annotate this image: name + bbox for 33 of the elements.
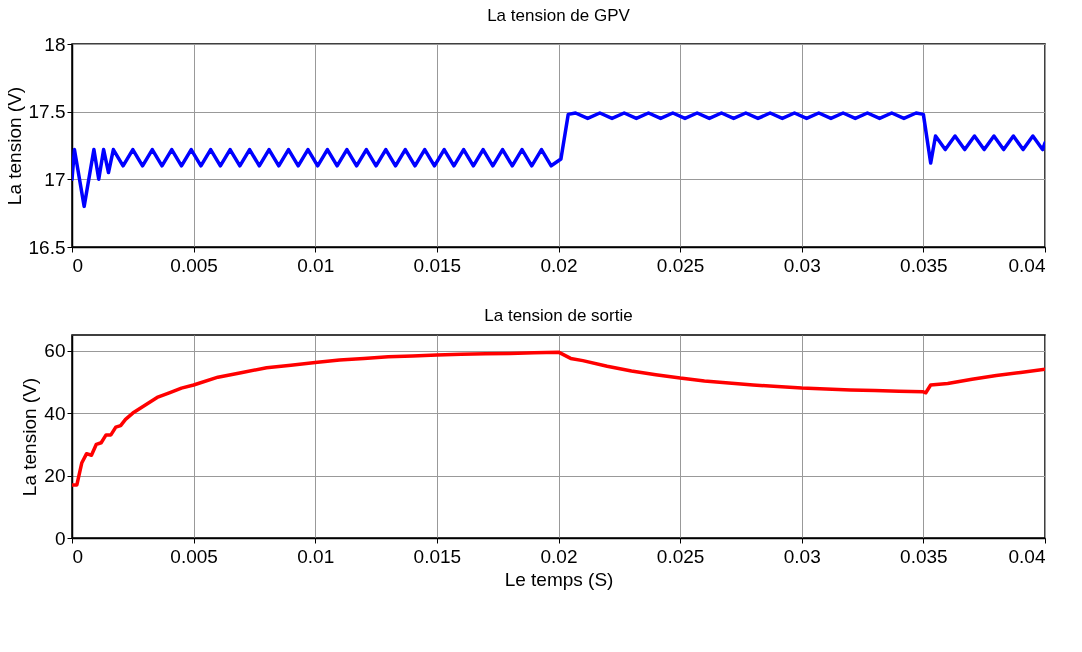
x-tick-label: 0.005 — [170, 545, 218, 567]
x-tick-label: 0.04 — [1008, 254, 1046, 276]
chart-title: La tension de sortie — [484, 306, 633, 325]
y-tick-label: 17.5 — [28, 101, 66, 123]
y-tick-label: 17 — [44, 168, 66, 190]
y-tick-label: 20 — [44, 465, 66, 487]
x-tick-label: 0.035 — [900, 254, 948, 276]
x-tick-label: 0.02 — [540, 254, 578, 276]
line-series — [72, 350, 1045, 487]
x-tick-label: 0.015 — [413, 545, 462, 567]
x-tick-label: 0 — [72, 254, 84, 276]
x-tick-label: 0.005 — [170, 254, 218, 276]
x-tick-label: 0.025 — [656, 254, 705, 276]
x-tick-label: 0.03 — [783, 254, 821, 276]
x-tick-label: 0.01 — [297, 545, 335, 567]
x-tick-label: 0.03 — [783, 545, 821, 567]
x-tick-label: 0.025 — [656, 545, 705, 567]
chart-title: La tension de GPV — [487, 6, 631, 25]
x-tick-label: 0.04 — [1008, 545, 1046, 567]
y-tick-label: 18 — [44, 33, 66, 55]
x-tick-label: 0.035 — [900, 545, 948, 567]
y-axis-title: La tension (V) — [19, 377, 41, 497]
x-tick-label: 0 — [72, 545, 84, 567]
y-tick-label: 60 — [44, 340, 66, 362]
y-axis-title: La tension (V) — [3, 86, 25, 206]
x-tick-label: 0.02 — [540, 545, 578, 567]
line-series — [72, 111, 1045, 209]
x-axis-title: Le temps (S) — [504, 568, 614, 590]
y-tick-label: 40 — [44, 402, 66, 424]
x-tick-label: 0.015 — [413, 254, 462, 276]
x-tick-label: 0.01 — [297, 254, 335, 276]
y-tick-label: 16.5 — [28, 236, 66, 258]
y-tick-label: 0 — [54, 527, 66, 549]
